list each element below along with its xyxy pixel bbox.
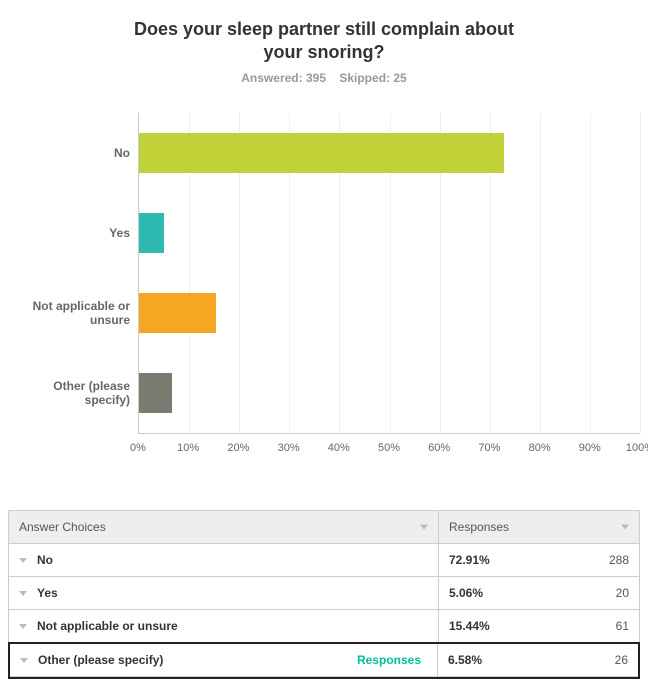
bar-row [139, 193, 640, 273]
x-tick-label: 80% [529, 442, 551, 454]
x-tick-label: 70% [478, 442, 500, 454]
header-responses[interactable]: Responses [439, 511, 639, 544]
answered-label: Answered: [241, 71, 302, 85]
chevron-down-icon [420, 525, 428, 530]
results-table: Answer Choices Responses No 72.91%288 Yes 5… [8, 510, 640, 679]
x-tick-label: 60% [428, 442, 450, 454]
cell-answer-choice: Other (please specify) Responses [10, 644, 438, 677]
chevron-down-icon[interactable] [19, 624, 27, 629]
grid-line [640, 113, 641, 433]
y-axis-label: Not applicable or unsure [8, 273, 138, 353]
header-answer-choices-label: Answer Choices [19, 520, 106, 534]
x-tick-label: 90% [579, 442, 601, 454]
bar[interactable] [139, 213, 164, 253]
x-tick-label: 30% [278, 442, 300, 454]
x-tick-label: 100% [626, 442, 648, 454]
x-tick-label: 40% [328, 442, 350, 454]
bar-chart: NoYesNot applicable or unsureOther (plea… [8, 113, 640, 434]
response-count: 20 [559, 586, 629, 600]
bar-row [139, 353, 640, 433]
chevron-down-icon[interactable] [19, 558, 27, 563]
header-responses-label: Responses [449, 520, 509, 534]
row-label: Not applicable or unsure [37, 619, 178, 633]
response-percent: 5.06% [449, 586, 559, 600]
chart-subtitle: Answered: 395 Skipped: 25 [8, 71, 640, 85]
chart-title: Does your sleep partner still complain a… [114, 18, 534, 63]
x-tick-label: 10% [177, 442, 199, 454]
answered-value: 395 [306, 71, 326, 85]
table-header: Answer Choices Responses [9, 511, 639, 544]
table-row[interactable]: Yes 5.06%20 [9, 577, 639, 610]
response-count: 61 [559, 619, 629, 633]
x-tick-label: 0% [130, 442, 146, 454]
y-axis-label: Other (please specify) [8, 353, 138, 433]
cell-responses: 5.06%20 [439, 577, 639, 610]
row-label: Yes [37, 586, 58, 600]
responses-link[interactable]: Responses [357, 653, 427, 667]
bar[interactable] [139, 133, 504, 173]
bar-row [139, 113, 640, 193]
cell-responses: 72.91%288 [439, 544, 639, 577]
response-percent: 72.91% [449, 553, 559, 567]
table-row[interactable]: Not applicable or unsure 15.44%61 [9, 610, 639, 643]
response-percent: 6.58% [448, 653, 558, 667]
chevron-down-icon[interactable] [19, 591, 27, 596]
table-row[interactable]: Other (please specify) Responses 6.58%26 [8, 642, 640, 679]
chevron-down-icon [621, 525, 629, 530]
response-count: 288 [559, 553, 629, 567]
y-axis-label: Yes [8, 193, 138, 273]
y-axis-label: No [8, 113, 138, 193]
cell-responses: 15.44%61 [439, 610, 639, 643]
bar[interactable] [139, 293, 216, 333]
chevron-down-icon[interactable] [20, 658, 28, 663]
x-axis: 0%10%20%30%40%50%60%70%80%90%100% [138, 442, 640, 462]
bar[interactable] [139, 373, 172, 413]
cell-responses: 6.58%26 [438, 644, 638, 677]
skipped-label: Skipped: [339, 71, 390, 85]
skipped-value: 25 [393, 71, 406, 85]
x-tick-label: 50% [378, 442, 400, 454]
row-label: Other (please specify) [38, 653, 163, 667]
cell-answer-choice: Not applicable or unsure [9, 610, 439, 643]
x-tick-label: 20% [227, 442, 249, 454]
table-row[interactable]: No 72.91%288 [9, 544, 639, 577]
response-count: 26 [558, 653, 628, 667]
row-label: No [37, 553, 53, 567]
bar-row [139, 273, 640, 353]
cell-answer-choice: No [9, 544, 439, 577]
response-percent: 15.44% [449, 619, 559, 633]
header-answer-choices[interactable]: Answer Choices [9, 511, 439, 544]
cell-answer-choice: Yes [9, 577, 439, 610]
